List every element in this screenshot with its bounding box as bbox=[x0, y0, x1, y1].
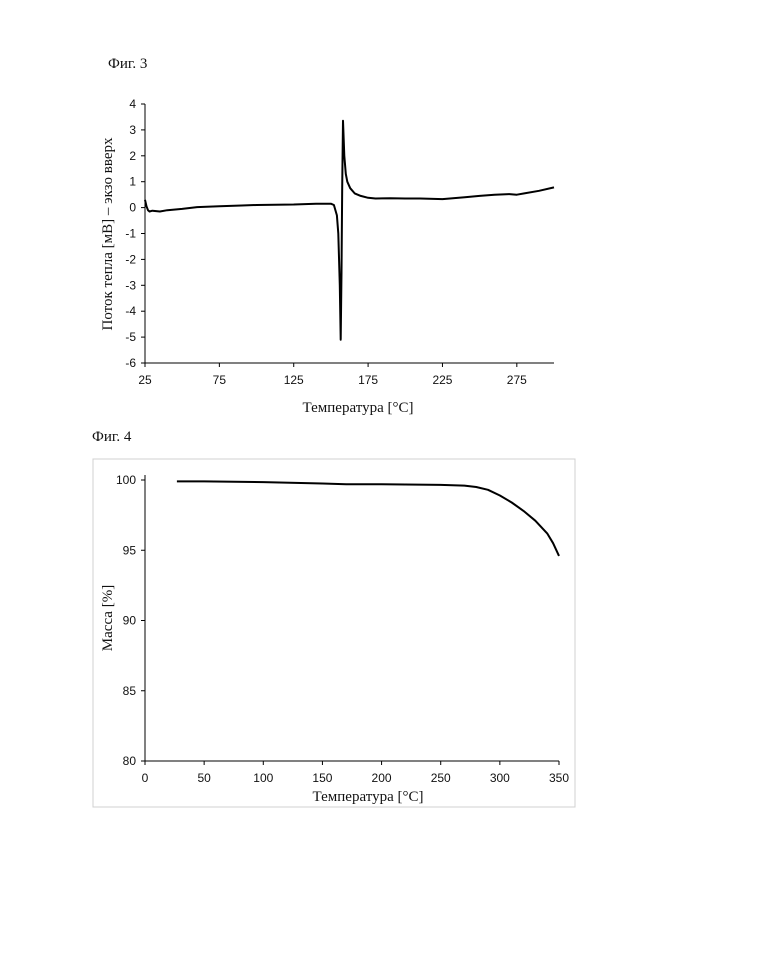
c1-y-tick-label: -6 bbox=[125, 356, 136, 370]
c2-x-tick-label: 300 bbox=[490, 771, 510, 785]
tga-x-axis-title: Температура [°C] bbox=[313, 789, 424, 805]
c1-x-tick-label: 75 bbox=[213, 373, 227, 387]
c1-x-tick-label: 25 bbox=[138, 373, 152, 387]
c2-x-tick-label: 50 bbox=[197, 771, 211, 785]
c2-x-tick-label: 200 bbox=[372, 771, 392, 785]
c1-y-tick-label: 2 bbox=[129, 149, 136, 163]
c2-x-tick-label: 350 bbox=[549, 771, 569, 785]
c1-x-tick-label: 275 bbox=[507, 373, 527, 387]
tga-mass-line bbox=[177, 481, 559, 556]
c1-y-tick-label: -2 bbox=[125, 252, 136, 266]
c1-y-tick-label: 1 bbox=[129, 175, 136, 189]
c2-y-tick-label: 85 bbox=[123, 684, 137, 698]
c1-x-tick-label: 175 bbox=[358, 373, 378, 387]
c2-x-tick-label: 100 bbox=[253, 771, 273, 785]
dsc-y-axis-title: Поток тепла [мВ] – экзо вверх bbox=[100, 137, 116, 331]
c1-y-tick-label: -1 bbox=[125, 227, 136, 241]
c1-y-tick-label: -5 bbox=[125, 330, 136, 344]
c1-y-tick-label: 0 bbox=[129, 201, 136, 215]
c1-y-tick-label: 4 bbox=[129, 97, 136, 111]
c1-x-tick-label: 225 bbox=[432, 373, 452, 387]
c2-x-tick-label: 250 bbox=[431, 771, 451, 785]
c1-y-tick-label: -3 bbox=[125, 278, 136, 292]
c1-y-tick-label: -4 bbox=[125, 304, 136, 318]
c2-x-tick-label: 150 bbox=[312, 771, 332, 785]
dsc-heat-flow-line bbox=[145, 121, 554, 340]
dsc-chart: -6 -5 -4 -3 -2 -1 0 1 2 3 4 25 75 125 175 225 275 Темпе… bbox=[100, 97, 554, 416]
c1-x-tick-label: 125 bbox=[284, 373, 304, 387]
dsc-x-axis-title: Температура [°C] bbox=[303, 400, 414, 416]
tga-chart: 80 85 90 95 100 0 50 100 150 200 250 300 350 Темпер… bbox=[93, 459, 575, 807]
c1-y-tick-label: 3 bbox=[129, 123, 136, 137]
c2-y-tick-label: 100 bbox=[116, 473, 136, 487]
tga-y-axis-title: Масса [%] bbox=[100, 585, 116, 651]
tga-chart-frame bbox=[93, 459, 575, 807]
c2-y-tick-label: 80 bbox=[123, 754, 137, 768]
c2-y-tick-label: 95 bbox=[123, 543, 137, 557]
c2-x-tick-label: 0 bbox=[142, 771, 149, 785]
c2-y-tick-label: 90 bbox=[123, 614, 137, 628]
